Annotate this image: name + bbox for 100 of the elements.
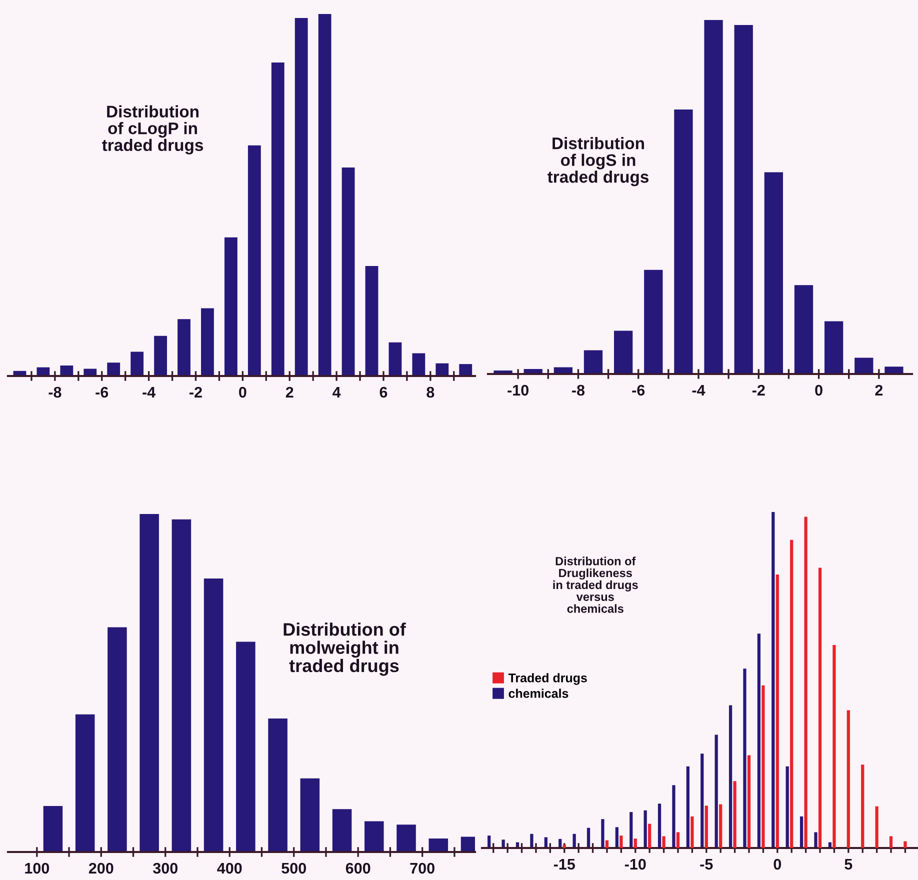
bar bbox=[889, 836, 893, 848]
legend-label: chemicals bbox=[508, 688, 568, 698]
bar bbox=[224, 237, 238, 376]
bar bbox=[428, 838, 448, 852]
bar bbox=[544, 837, 548, 848]
bar bbox=[140, 514, 159, 852]
bar bbox=[704, 806, 708, 848]
bar bbox=[60, 366, 74, 376]
x-tick-label: 100 bbox=[25, 862, 50, 874]
x-tick-label: 200 bbox=[88, 862, 114, 874]
bar bbox=[747, 755, 751, 848]
bar bbox=[674, 110, 693, 374]
x-tick-label: -6 bbox=[632, 384, 645, 396]
bar bbox=[342, 167, 355, 376]
bar bbox=[790, 540, 794, 848]
bar bbox=[154, 336, 167, 376]
bar bbox=[733, 781, 736, 848]
bar bbox=[236, 642, 256, 852]
x-tick-label: -10 bbox=[508, 384, 528, 396]
x-tick-label: -8 bbox=[48, 386, 62, 398]
bar bbox=[772, 512, 775, 848]
bar bbox=[459, 364, 472, 376]
bar bbox=[861, 764, 864, 848]
x-tick-label: 500 bbox=[282, 862, 306, 874]
x-tick-label: -2 bbox=[190, 386, 202, 398]
bar bbox=[658, 804, 662, 848]
bar bbox=[396, 824, 416, 852]
x-tick-label: 0 bbox=[815, 384, 822, 396]
bar bbox=[832, 645, 836, 848]
bar bbox=[728, 705, 732, 848]
bar bbox=[743, 668, 746, 848]
bar bbox=[615, 827, 618, 848]
bar bbox=[644, 810, 647, 848]
bar bbox=[620, 836, 623, 848]
text: Distribution of cLogP in traded drugs bbox=[102, 105, 204, 154]
bar bbox=[690, 816, 694, 848]
bar bbox=[502, 840, 505, 848]
x-tick-label: 700 bbox=[410, 862, 434, 874]
bar bbox=[436, 363, 449, 376]
bar bbox=[614, 330, 633, 374]
x-tick-label: -5 bbox=[700, 858, 713, 870]
bar bbox=[271, 62, 284, 376]
text: Distribution of Druglikeness in traded drugs versus chemicals bbox=[553, 556, 638, 613]
bar bbox=[300, 778, 320, 852]
bar bbox=[605, 840, 609, 848]
bar bbox=[630, 812, 633, 848]
bar bbox=[172, 519, 192, 852]
legend-label: Traded drugs bbox=[508, 673, 587, 685]
x-tick-label: -2 bbox=[752, 384, 765, 396]
x-tick-label: 400 bbox=[217, 862, 242, 874]
bar bbox=[204, 578, 224, 852]
x-tick-label: 600 bbox=[346, 862, 370, 874]
text: Distribution of molweight in traded drugs bbox=[284, 622, 406, 676]
x-tick-label: 4 bbox=[332, 386, 341, 398]
bar bbox=[786, 766, 789, 848]
bar bbox=[412, 353, 426, 376]
bar bbox=[75, 714, 95, 852]
x-tick-label: 300 bbox=[152, 862, 178, 874]
x-tick-label: -6 bbox=[96, 386, 108, 398]
bar bbox=[107, 362, 120, 376]
bar bbox=[875, 806, 878, 848]
x-tick-label: -10 bbox=[624, 858, 646, 870]
bar bbox=[704, 20, 723, 374]
bar bbox=[294, 18, 308, 376]
bar bbox=[130, 352, 144, 376]
x-tick-label: 2 bbox=[875, 384, 883, 396]
bar bbox=[776, 574, 779, 848]
bar bbox=[672, 785, 676, 848]
bar bbox=[764, 172, 783, 374]
x-tick-label: 6 bbox=[380, 386, 388, 398]
x-tick-label: -4 bbox=[692, 384, 706, 396]
bar bbox=[318, 14, 332, 376]
x-tick-label: -15 bbox=[554, 858, 575, 870]
bar bbox=[719, 804, 722, 848]
bar bbox=[794, 285, 814, 374]
bar bbox=[762, 685, 765, 848]
bar bbox=[904, 841, 907, 848]
bar bbox=[332, 809, 352, 852]
bar bbox=[686, 766, 690, 848]
bar bbox=[814, 832, 818, 848]
bar bbox=[714, 734, 718, 848]
bar bbox=[676, 832, 680, 848]
x-tick-label: -8 bbox=[572, 384, 585, 396]
bar bbox=[846, 710, 850, 848]
bar bbox=[800, 816, 804, 848]
bar bbox=[634, 838, 637, 848]
x-tick-label: 5 bbox=[844, 858, 852, 870]
bar bbox=[644, 270, 663, 374]
x-tick-label: 8 bbox=[426, 386, 434, 398]
bar bbox=[108, 627, 127, 852]
bar bbox=[268, 718, 288, 852]
bar bbox=[734, 24, 753, 374]
bar bbox=[530, 834, 534, 848]
bar bbox=[662, 836, 666, 848]
bar bbox=[824, 321, 844, 374]
bar bbox=[388, 342, 402, 376]
x-tick-label: 0 bbox=[239, 386, 246, 398]
bar bbox=[365, 266, 378, 376]
bar bbox=[804, 516, 808, 848]
bar bbox=[201, 308, 214, 376]
